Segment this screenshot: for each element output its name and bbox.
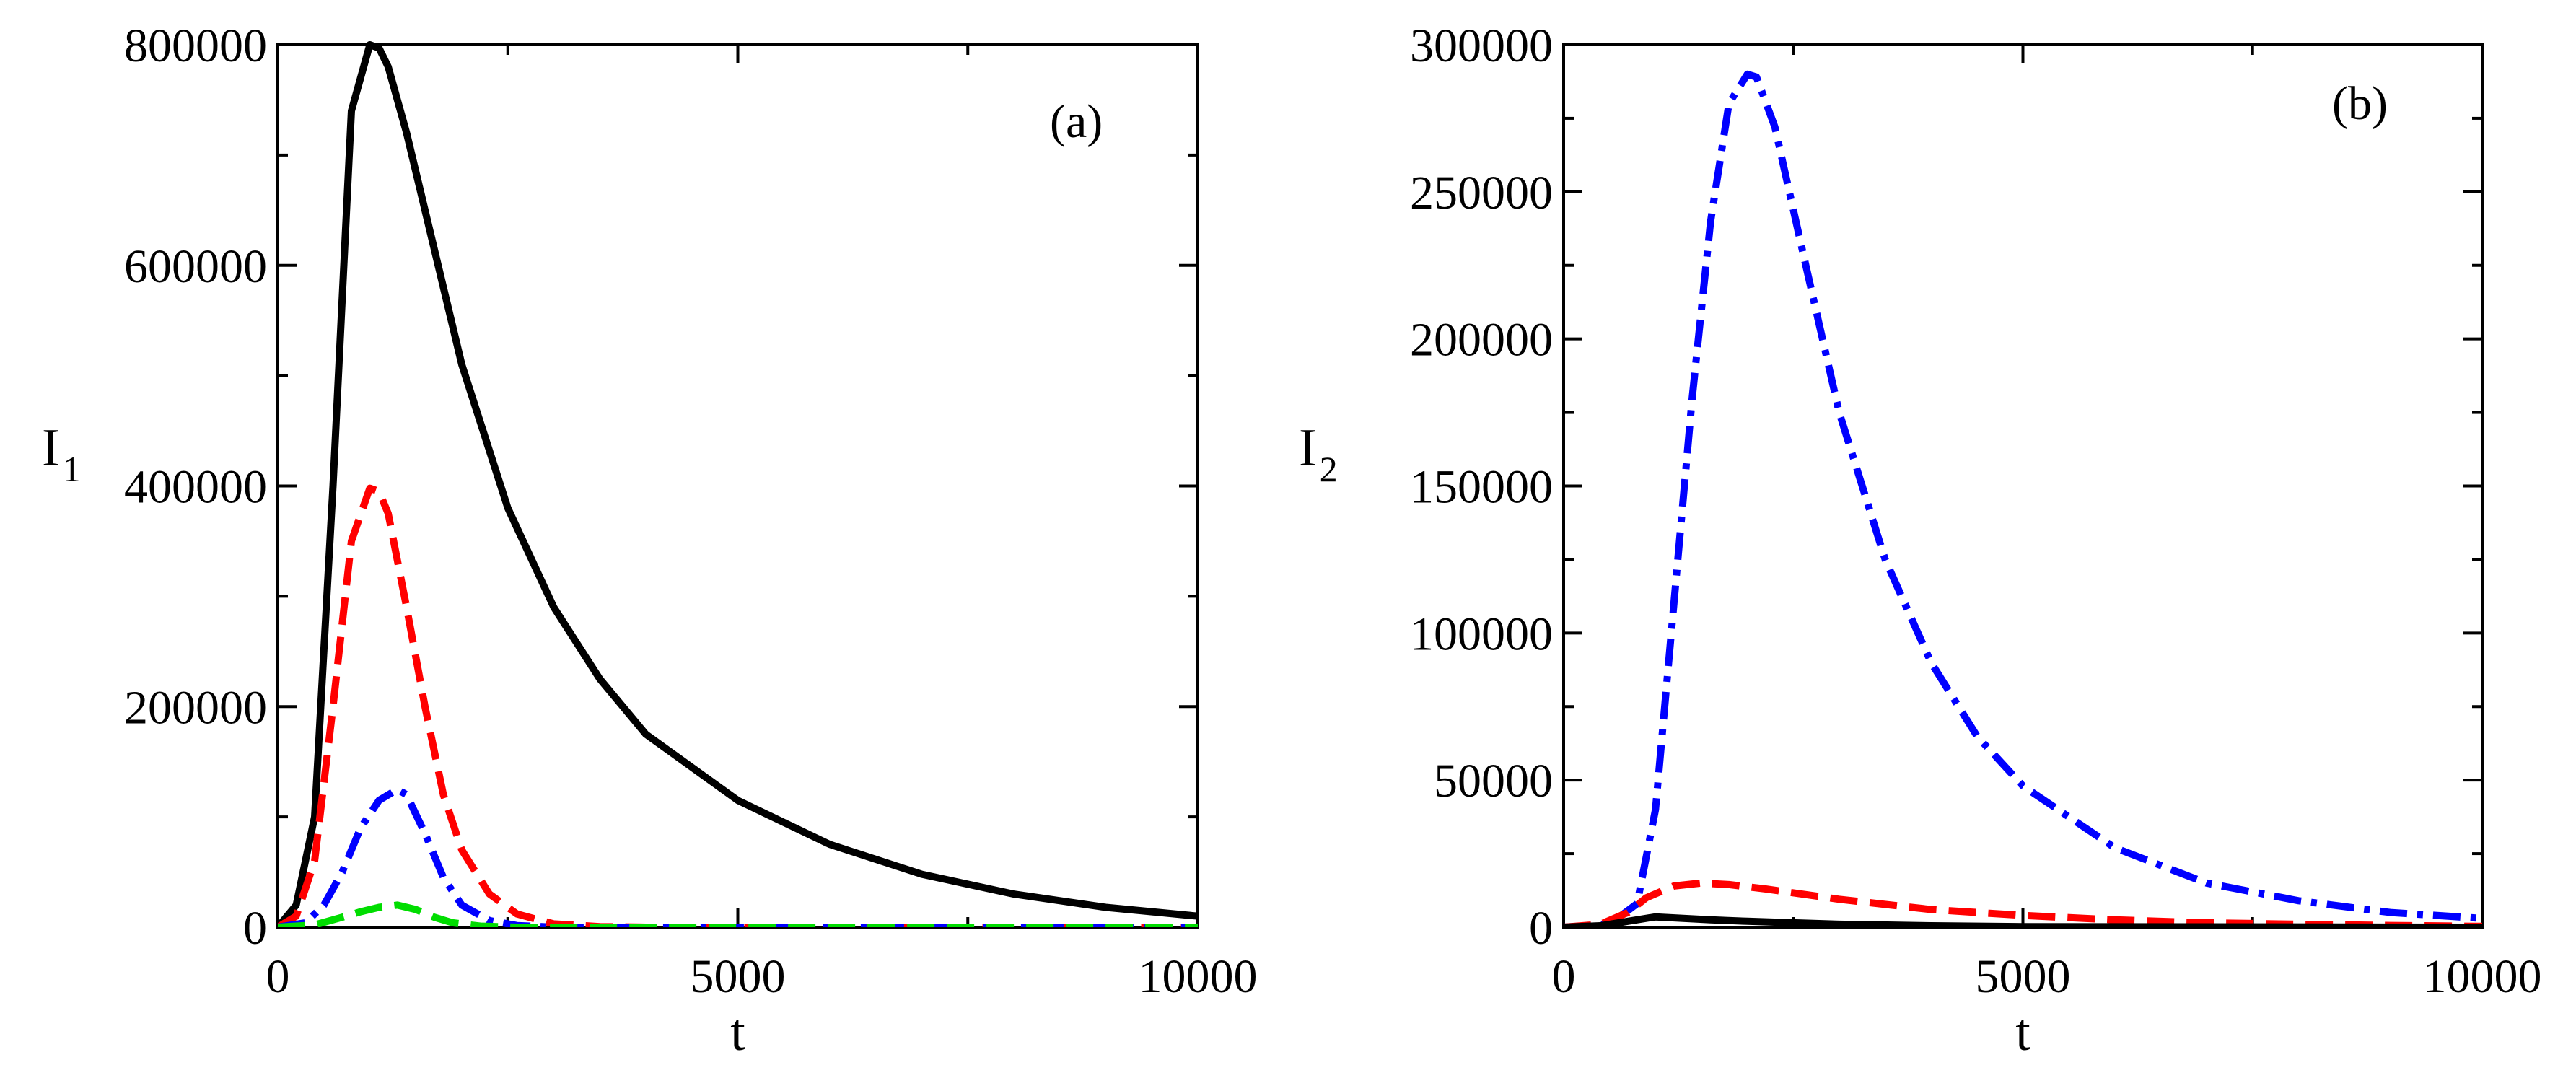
panel-a-x-axis-title: t [730, 1003, 745, 1062]
panel-b-y-tick-label: 100000 [1410, 608, 1553, 660]
panel-b-y-tick-label: 150000 [1410, 461, 1553, 514]
panel-b-y-axis-title: I2 [1299, 419, 1338, 489]
panel-a-y-tick-label: 0 [243, 902, 267, 955]
panel-a-x-tick-label: 10000 [1139, 950, 1258, 1003]
panel-a-y-tick-label: 200000 [124, 681, 267, 734]
panel-b-y-axis-title-subscript: 2 [1320, 449, 1338, 489]
panel-a-y-axis-title-subscript: 1 [63, 449, 81, 489]
panel-a-y-tick-label: 800000 [124, 19, 267, 72]
panel-b-y-tick-label: 50000 [1434, 755, 1553, 807]
panel-b-chart: 0 5000 10000050000100000150000200000250000… [1299, 19, 2542, 1062]
panel-a-y-tick-label: 600000 [124, 240, 267, 293]
panel-a-chart: 0 5000 10000 0 200000 400000 600000 800000 t I1 (a… [42, 19, 1258, 1062]
panel-b-x-tick-label: 5000 [1976, 950, 2071, 1003]
panel-a-y-axis-title-main: I [42, 419, 60, 478]
panel-b-y-tick-label: 250000 [1410, 167, 1553, 219]
panel-b-plot-frame [1562, 43, 2484, 929]
panel-a-series-line-4 [278, 901, 1198, 927]
panel-a-y-tick-label: 400000 [124, 461, 267, 514]
panel-b-y-tick-label: 200000 [1410, 314, 1553, 367]
panel-a-series-line-1 [278, 41, 1198, 927]
panel-a-series-line-3 [278, 785, 1198, 927]
panel-a-y-axis-title: I1 [42, 419, 81, 489]
panel-b-x-tick-label: 10000 [2423, 950, 2542, 1003]
panel-a-x-tick-label: 0 [266, 950, 290, 1003]
panel-b-y-tick-label: 0 [1529, 902, 1553, 955]
panel-a-x-tick-label: 5000 [691, 950, 786, 1003]
panel-a-panel-label: (a) [1050, 95, 1103, 148]
panel-b-series-line-3 [1564, 913, 2482, 927]
panel-b-x-axis-title: t [2015, 1003, 2030, 1062]
panel-b-y-tick-label: 300000 [1410, 19, 1553, 72]
panel-b-x-tick-label: 0 [1552, 950, 1576, 1003]
panel-b-panel-label: (b) [2332, 77, 2388, 130]
panel-a-series-line-2 [278, 484, 1198, 927]
panel-b-y-axis-title-main: I [1299, 419, 1317, 478]
panel-b-series-line-1 [1564, 70, 2482, 927]
